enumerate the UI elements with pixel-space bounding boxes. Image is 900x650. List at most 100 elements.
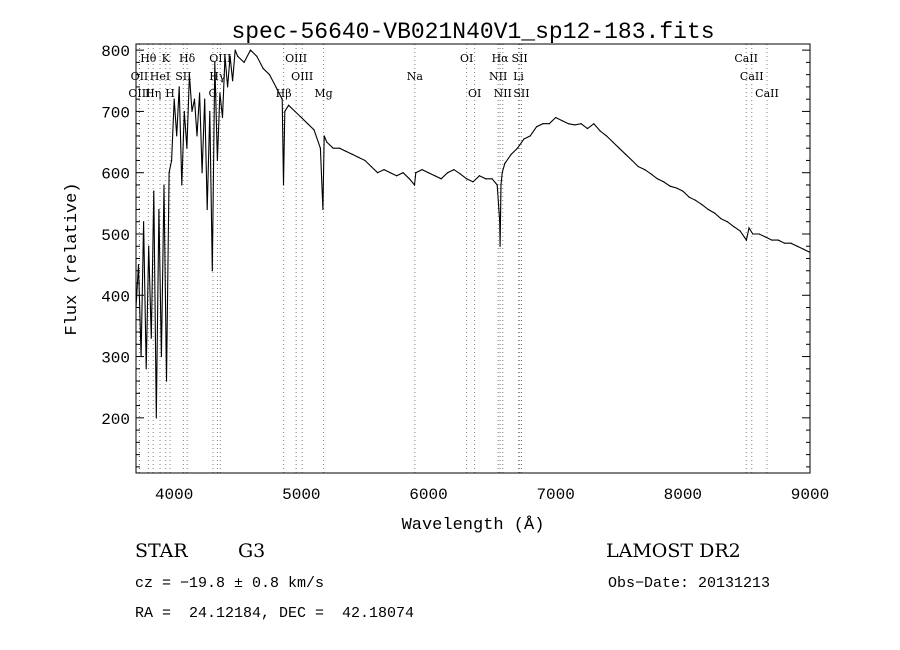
- line-label-17: CaII: [740, 70, 764, 83]
- observation-date: Obs−Date: 20131213: [608, 575, 771, 592]
- data-point: [396, 175, 398, 177]
- data-point: [402, 172, 404, 174]
- data-point: [294, 110, 296, 113]
- data-point: [472, 181, 474, 183]
- chart-title: spec-56640-VB021N40V1_sp12-183.fits: [231, 19, 714, 45]
- y-tick-label: 200: [101, 411, 130, 429]
- data-point: [612, 141, 614, 143]
- data-point: [145, 368, 147, 370]
- data-point: [158, 208, 160, 211]
- data-point: [377, 172, 379, 174]
- data-point: [413, 184, 416, 186]
- redshift-cz: cz = −19.8 ± 0.8 km/s: [135, 575, 325, 592]
- data-point: [219, 92, 221, 94]
- data-point: [165, 380, 168, 382]
- data-point: [675, 187, 678, 189]
- data-point: [168, 172, 170, 174]
- x-tick-label: 7000: [536, 486, 574, 504]
- line-label-18: OIII: [128, 87, 150, 100]
- data-point: [501, 172, 503, 174]
- data-point: [555, 116, 557, 119]
- line-label-22: Hβ: [276, 87, 292, 100]
- line-label-24: OI: [468, 87, 481, 100]
- data-point: [307, 123, 309, 125]
- data-point: [586, 127, 589, 130]
- data-point: [491, 178, 493, 180]
- data-point: [504, 162, 506, 165]
- data-point: [625, 153, 627, 155]
- line-label-1: K: [162, 52, 171, 65]
- y-tick-label: 400: [101, 288, 130, 306]
- data-point: [326, 141, 328, 143]
- data-point: [440, 178, 442, 180]
- data-point: [163, 184, 165, 186]
- data-point: [155, 417, 157, 419]
- line-label-2: Hδ: [179, 52, 196, 65]
- spectrum-series-0: [135, 49, 811, 418]
- data-point: [580, 123, 582, 125]
- data-point: [389, 172, 391, 174]
- data-point: [178, 86, 180, 88]
- data-point: [186, 147, 188, 149]
- data-point: [720, 218, 722, 220]
- data-point: [466, 178, 468, 180]
- data-point: [211, 270, 213, 272]
- data-point: [669, 185, 671, 187]
- object-type: STAR: [135, 540, 188, 562]
- y-tick-label: 500: [101, 227, 130, 245]
- y-tick-label: 600: [101, 166, 130, 184]
- data-point: [745, 239, 748, 241]
- data-point: [206, 208, 208, 211]
- data-point: [783, 242, 786, 244]
- sky-coordinates: RA = 24.12184, DEC = 42.18074: [135, 605, 415, 622]
- data-point: [535, 126, 538, 128]
- data-point: [204, 98, 206, 100]
- data-point: [764, 236, 767, 238]
- data-point: [427, 172, 430, 174]
- line-label-9: OII: [131, 70, 149, 83]
- line-label-7: SII: [512, 52, 528, 65]
- y-tick-label: 700: [101, 104, 130, 122]
- data-point: [232, 80, 234, 82]
- x-tick-label: 5000: [282, 486, 320, 504]
- data-point: [201, 172, 203, 174]
- data-point: [656, 178, 658, 180]
- data-point: [173, 98, 175, 100]
- data-point: [221, 116, 224, 119]
- data-point: [143, 221, 145, 223]
- data-point: [188, 74, 191, 76]
- data-point: [415, 172, 417, 174]
- data-point: [516, 147, 519, 149]
- line-label-26: SII: [513, 87, 529, 100]
- line-label-14: Na: [407, 70, 424, 83]
- data-point: [237, 55, 239, 57]
- x-axis: 4000 5000 6000 7000 8000 9000: [155, 486, 829, 504]
- line-label-8: CaII: [734, 52, 758, 65]
- data-point: [707, 208, 709, 211]
- data-point: [631, 159, 633, 162]
- data-point: [663, 181, 665, 183]
- data-point: [688, 196, 690, 198]
- data-point: [288, 104, 290, 106]
- data-point: [453, 169, 455, 171]
- data-point: [323, 135, 325, 137]
- line-label-15: NII: [489, 70, 507, 83]
- data-point: [701, 203, 703, 206]
- y-tick-label: 800: [101, 43, 130, 61]
- data-point: [160, 355, 163, 358]
- data-point: [459, 173, 461, 175]
- data-point: [748, 227, 750, 229]
- data-point: [561, 120, 563, 122]
- data-point: [193, 98, 196, 100]
- data-point: [599, 130, 601, 132]
- x-tick-label: 6000: [409, 486, 447, 504]
- data-point: [605, 135, 608, 137]
- data-point: [478, 175, 480, 177]
- line-label-0: Hθ: [140, 52, 157, 65]
- data-point: [284, 110, 286, 113]
- data-point: [529, 135, 531, 137]
- data-point: [694, 199, 697, 201]
- line-label-11: SII: [175, 70, 191, 83]
